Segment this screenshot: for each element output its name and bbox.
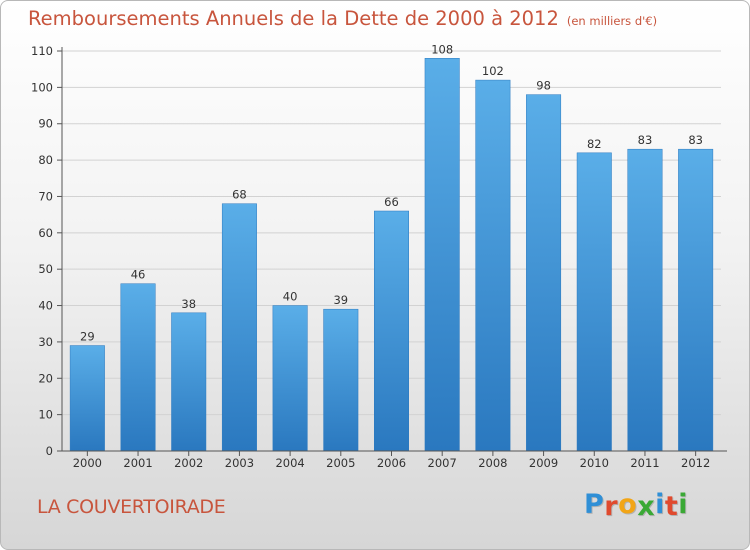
bar-value-label: 39 [333, 293, 348, 307]
bar [475, 79, 511, 452]
y-tick-label: 20 [38, 371, 53, 385]
bar-value-label: 29 [80, 330, 95, 344]
x-tick-label: 2009 [529, 456, 558, 470]
y-tick-label: 90 [38, 117, 53, 131]
y-tick-label: 100 [31, 80, 53, 94]
logo-letter: P [584, 489, 605, 520]
y-tick-label: 70 [38, 189, 53, 203]
bar-value-label: 82 [587, 137, 602, 151]
y-tick-label: 30 [38, 335, 53, 349]
bar [374, 210, 409, 452]
x-tick-label: 2002 [174, 456, 203, 470]
y-tick-label: 50 [38, 262, 53, 276]
logo-letter: i [678, 489, 689, 520]
bar-value-label: 108 [431, 42, 453, 56]
logo-letter: o [618, 489, 638, 520]
labels: 0 10 20 30 40 50 60 70 80 90 100 110 29 2000 46 2001 38 2… [31, 42, 710, 470]
bar-value-label: 83 [688, 133, 703, 147]
x-tick-label: 2003 [225, 456, 254, 470]
axes [57, 47, 727, 456]
bar [678, 148, 714, 452]
bar [627, 148, 663, 452]
bar-value-label: 38 [181, 297, 196, 311]
y-tick-label: 0 [46, 444, 53, 458]
x-tick-label: 2012 [681, 456, 710, 470]
y-tick-label: 110 [31, 44, 53, 58]
bar [221, 203, 257, 452]
proxiti-logo: Proxiti [584, 489, 689, 522]
bar [526, 94, 562, 452]
bar-value-label: 46 [131, 268, 146, 282]
bar [323, 308, 359, 452]
commune-name: LA COUVERTOIRADE [37, 496, 226, 518]
bar [120, 283, 156, 452]
logo-letter: t [664, 491, 679, 522]
logo-letter: x [637, 491, 656, 522]
bar [171, 312, 207, 452]
bar [576, 152, 612, 452]
x-tick-label: 2007 [428, 456, 457, 470]
chart-title: Remboursements Annuels de la Dette de 20… [28, 7, 657, 30]
y-tick-label: 80 [38, 153, 53, 167]
x-tick-label: 2008 [478, 456, 507, 470]
bar-value-label: 102 [482, 64, 504, 78]
bar-value-label: 68 [232, 188, 247, 202]
bar-value-label: 98 [536, 79, 551, 93]
title-text: Remboursements Annuels de la Dette de 20… [28, 7, 559, 30]
x-tick-label: 2005 [326, 456, 355, 470]
y-tick-label: 40 [38, 299, 53, 313]
y-tick-label: 10 [38, 408, 53, 422]
bars [69, 58, 714, 452]
logo-letter: i [655, 489, 665, 520]
bar-value-label: 40 [283, 290, 298, 304]
x-tick-label: 2004 [275, 456, 304, 470]
x-tick-label: 2010 [580, 456, 609, 470]
x-tick-label: 2011 [630, 456, 659, 470]
x-tick-label: 2001 [123, 456, 152, 470]
logo-letter: r [604, 491, 619, 522]
bar [272, 305, 308, 452]
bar [424, 58, 460, 452]
unit-note: (en milliers d'€) [566, 14, 658, 28]
bar-value-label: 66 [384, 195, 399, 209]
x-tick-label: 2000 [73, 456, 102, 470]
y-tick-label: 60 [38, 226, 53, 240]
bar [69, 345, 105, 452]
x-tick-label: 2006 [377, 456, 406, 470]
bar-value-label: 83 [638, 133, 653, 147]
